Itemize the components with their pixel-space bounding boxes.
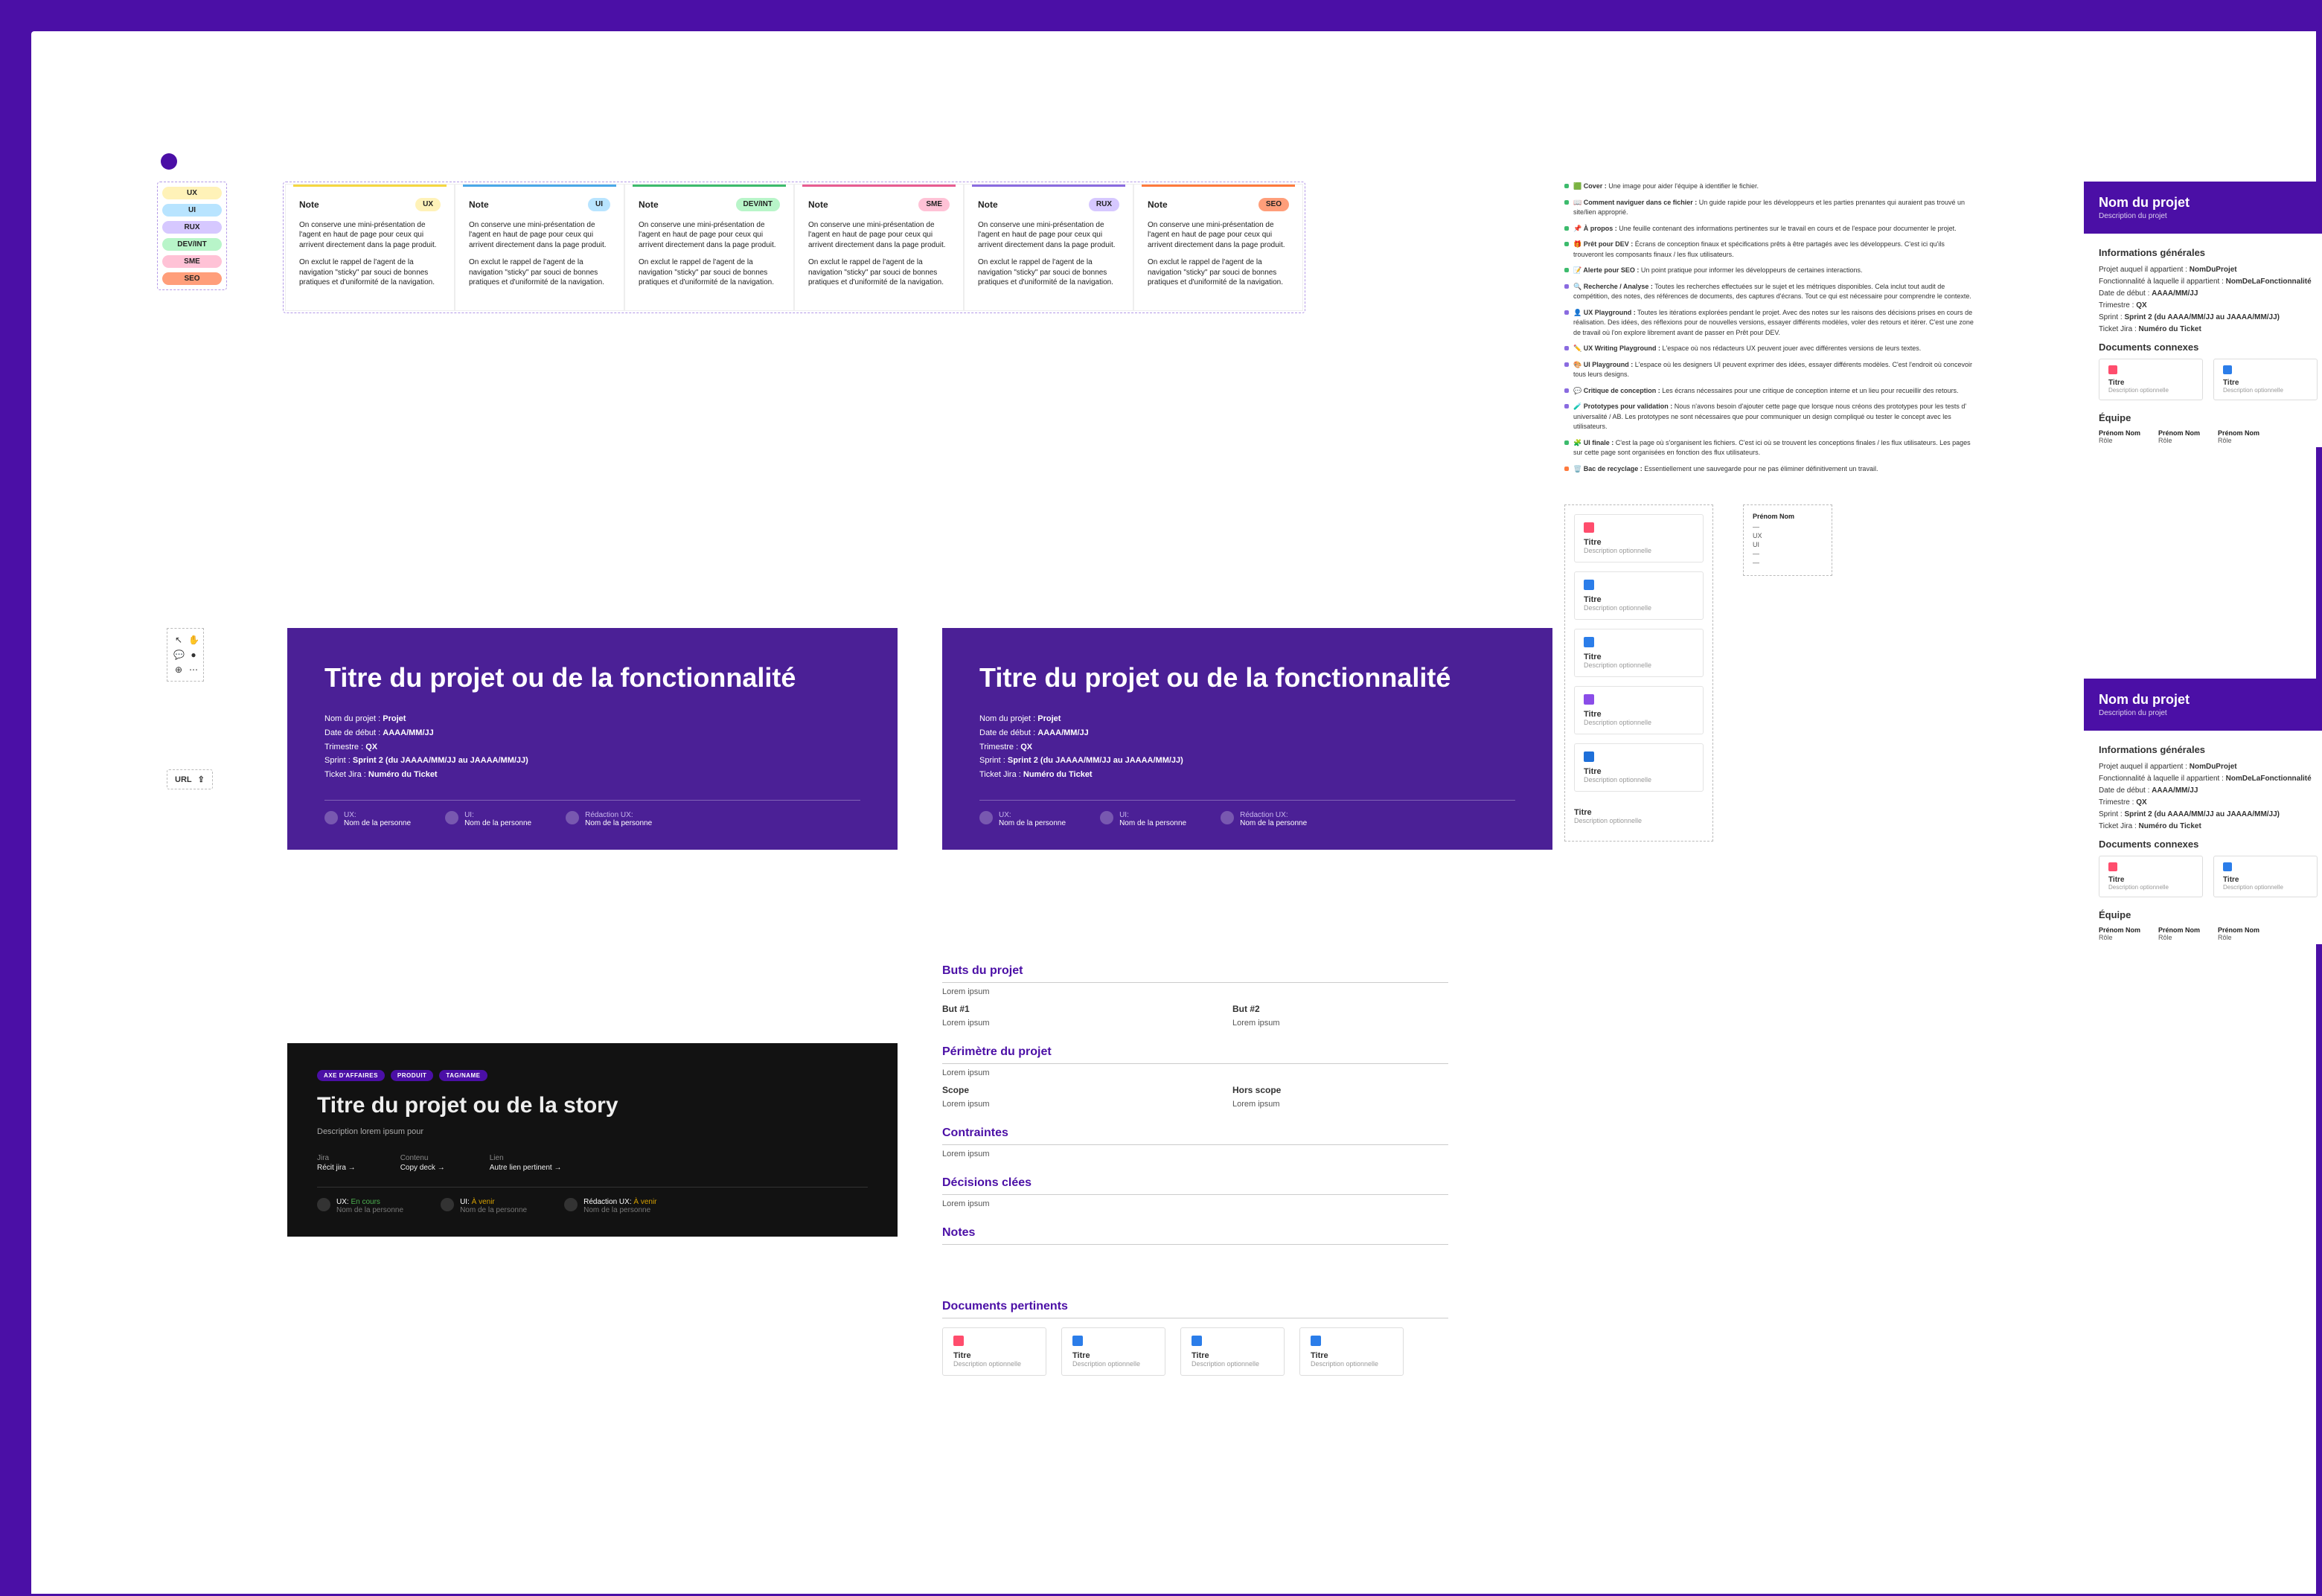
story-desc: Description lorem ipsum pour — [317, 1127, 868, 1136]
cover-title: Titre du projet ou de la fonctionnalité — [979, 662, 1515, 693]
notes-row: NoteUX On conserve une mini-présentation… — [283, 182, 1305, 313]
section-heading: Documents pertinents — [942, 1300, 1448, 1318]
story-link[interactable]: ContenuCopy deck → — [400, 1154, 445, 1172]
legend: 🟩 Cover : Une image pour aider l'équipe … — [1564, 182, 1974, 480]
cover-card-2: Titre du projet ou de la fonctionnalité … — [942, 628, 1552, 850]
canvas: UX UI RUX DEV/INT SME SEO NoteUX On conserve … — [31, 31, 2316, 1594]
url-pill[interactable]: URL ⇪ — [167, 769, 213, 789]
section-heading: Notes — [942, 1226, 1448, 1245]
note-card: NoteRUX On conserve une mini-présentatio… — [964, 184, 1133, 311]
cover-meta: Nom du projet : Projet Date de début : A… — [979, 712, 1515, 781]
documents-row: TitreDescription optionnelle TitreDescrip… — [942, 1327, 1448, 1376]
story-chip: Tag/Name — [439, 1070, 487, 1081]
more-icon[interactable]: ⋯ — [188, 664, 199, 675]
person-icon — [317, 1198, 330, 1211]
story-links: JiraRécit jira → ContenuCopy deck → LienAu… — [317, 1154, 868, 1172]
tag-chip[interactable]: SME — [162, 255, 222, 268]
cover-meta: Nom du projet : Projet Date de début : A… — [324, 712, 860, 781]
legend-item: 🎨 UI Playground : L'espace où les design… — [1564, 360, 1974, 380]
project-detail: Buts du projet Lorem ipsum But #1Lorem i… — [942, 946, 1448, 1376]
file-types-grid: TitreDescription optionnelle TitreDescrip… — [1564, 504, 1713, 842]
doc-card[interactable]: TitreDescription optionnelle — [2099, 856, 2203, 897]
note-card: NoteDEV/INT On conserve une mini-présent… — [624, 184, 794, 311]
tag-chip[interactable]: UI — [162, 204, 222, 217]
doc-icon — [2223, 365, 2232, 374]
section-heading: Décisions clées — [942, 1176, 1448, 1195]
person-mini-card: Prénom Nom —UXUI—— — [1743, 504, 1832, 576]
file-type-card[interactable]: TitreDescription optionnelle — [1574, 514, 1704, 563]
story-title: Titre du projet ou de la story — [317, 1093, 868, 1118]
legend-item: 👤 UX Playground : Toutes les itérations … — [1564, 308, 1974, 339]
logo-dot — [161, 153, 177, 170]
doc-card[interactable]: TitreDescription optionnelle — [942, 1327, 1046, 1376]
legend-item: ✏️ UX Writing Playground : L'espace où n… — [1564, 344, 1974, 354]
legend-item: 🧩 UI finale : C'est la page où s'organis… — [1564, 438, 1974, 458]
figma-icon — [2108, 365, 2117, 374]
tag-column: UX UI RUX DEV/INT SME SEO — [157, 182, 227, 290]
tag-chip[interactable]: RUX — [162, 221, 222, 234]
cursor-icon[interactable]: ↖ — [173, 635, 184, 645]
file-type-card[interactable]: TitreDescription optionnelle — [1574, 743, 1704, 792]
file-type-card[interactable]: TitreDescription optionnelle — [1574, 686, 1704, 734]
stamp-icon[interactable]: ● — [188, 650, 199, 660]
person-icon — [441, 1198, 454, 1211]
story-chip: Produit — [391, 1070, 434, 1081]
figma-icon — [2108, 862, 2117, 871]
person-icon — [564, 1198, 578, 1211]
person-icon — [566, 811, 579, 824]
zoom-icon[interactable]: ⊕ — [173, 664, 184, 675]
cover-card-1: Titre du projet ou de la fonctionnalité … — [287, 628, 898, 850]
note-card: NoteUI On conserve une mini-présentation… — [455, 184, 624, 311]
doc-card[interactable]: TitreDescription optionnelle — [2099, 359, 2203, 400]
url-label: URL — [175, 775, 192, 784]
legend-item: 📖 Comment naviguer dans ce fichier : Un … — [1564, 198, 1974, 218]
doc-card[interactable]: TitreDescription optionnelle — [1061, 1327, 1165, 1376]
person-icon — [979, 811, 993, 824]
section-heading: Périmètre du projet — [942, 1045, 1448, 1064]
legend-item: 🟩 Cover : Une image pour aider l'équipe … — [1564, 182, 1974, 192]
hand-icon[interactable]: ✋ — [188, 635, 199, 645]
doc-card[interactable]: TitreDescription optionnelle — [1299, 1327, 1404, 1376]
doc-card[interactable]: TitreDescription optionnelle — [2213, 856, 2318, 897]
note-card: NoteSEO On conserve une mini-présentatio… — [1133, 184, 1303, 311]
legend-item: 🧪 Prototypes pour validation : Nous n'av… — [1564, 402, 1974, 432]
doc-card[interactable]: TitreDescription optionnelle — [2213, 359, 2318, 400]
tag-chip[interactable]: UX — [162, 187, 222, 199]
story-card: Axe d'affaires Produit Tag/Name Titre du p… — [287, 1043, 898, 1237]
person-icon — [1100, 811, 1113, 824]
story-chips: Axe d'affaires Produit Tag/Name — [317, 1070, 868, 1081]
section-heading: Buts du projet — [942, 964, 1448, 983]
legend-item: 📝 Alerte pour SEO : Un point pratique po… — [1564, 266, 1974, 276]
person-icon — [1221, 811, 1234, 824]
tag-chip[interactable]: DEV/INT — [162, 238, 222, 251]
project-panel-1: Nom du projetDescription du projet Infor… — [2084, 182, 2322, 447]
legend-item: 🎁 Prêt pour DEV : Écrans de conception f… — [1564, 240, 1974, 260]
file-type-card[interactable]: TitreDescription optionnelle — [1574, 571, 1704, 620]
person-icon — [445, 811, 458, 824]
tool-palette: ↖ ✋ 💬 ● ⊕ ⋯ — [167, 628, 204, 682]
cover-title: Titre du projet ou de la fonctionnalité — [324, 662, 860, 693]
project-panel-2: Nom du projetDescription du projet Infor… — [2084, 679, 2322, 944]
legend-item: 🗑️ Bac de recyclage : Essentiellement un… — [1564, 464, 1974, 475]
legend-item: 🔍 Recherche / Analyse : Toutes les reche… — [1564, 282, 1974, 302]
doc-icon — [2223, 862, 2232, 871]
section-heading: Contraintes — [942, 1127, 1448, 1145]
person-icon — [324, 811, 338, 824]
story-chip: Axe d'affaires — [317, 1070, 385, 1081]
story-link[interactable]: LienAutre lien pertinent → — [490, 1154, 562, 1172]
legend-item: 📌 À propos : Une feuille contenant des i… — [1564, 224, 1974, 234]
note-card: NoteSME On conserve une mini-présentatio… — [794, 184, 964, 311]
tag-chip[interactable]: SEO — [162, 272, 222, 285]
export-icon[interactable]: ⇪ — [198, 775, 205, 784]
file-type-card[interactable]: TitreDescription optionnelle — [1574, 629, 1704, 677]
note-card: NoteUX On conserve une mini-présentation… — [285, 184, 455, 311]
story-link[interactable]: JiraRécit jira → — [317, 1154, 356, 1172]
doc-card[interactable]: TitreDescription optionnelle — [1180, 1327, 1285, 1376]
comment-icon[interactable]: 💬 — [173, 650, 184, 660]
legend-item: 💬 Critique de conception : Les écrans né… — [1564, 386, 1974, 397]
